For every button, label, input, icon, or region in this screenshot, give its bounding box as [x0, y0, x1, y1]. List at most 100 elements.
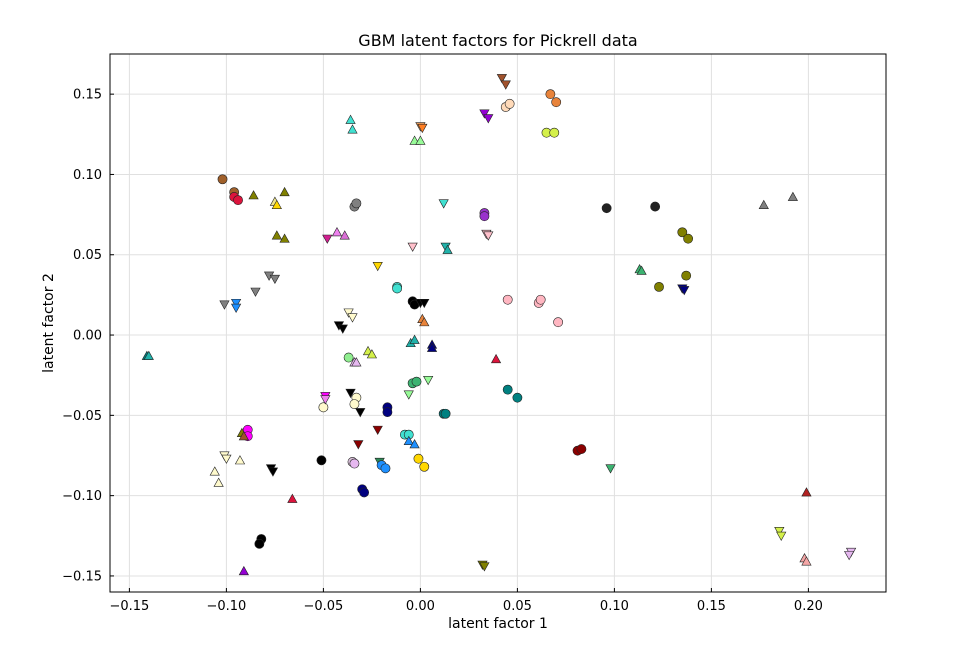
- data-point-triangle-down: [483, 114, 494, 124]
- data-point-circle: [382, 407, 393, 418]
- data-point-triangle-up: [409, 334, 420, 344]
- data-point-triangle-up: [636, 265, 647, 275]
- data-point-circle: [440, 408, 451, 419]
- data-point-triangle-up: [345, 114, 356, 124]
- x-tick-label: 0.20: [794, 599, 823, 614]
- data-point-circle: [349, 399, 360, 410]
- axis-ticks: −0.15 −0.10 −0.05 0.00 0.05 0.10 0.15 0.20 −0.15…: [62, 88, 823, 614]
- y-tick-label: −0.15: [62, 569, 102, 584]
- data-point-triangle-down: [679, 286, 690, 296]
- data-point-triangle-down: [500, 80, 511, 90]
- data-point-triangle-down: [423, 376, 434, 386]
- data-point-triangle-up: [279, 186, 290, 197]
- data-point-triangle-down: [776, 531, 787, 542]
- data-point-circle: [479, 211, 490, 222]
- data-point-triangle-up: [442, 244, 453, 254]
- y-tick-label: −0.05: [62, 409, 102, 424]
- data-point-triangle-up: [490, 353, 502, 364]
- data-point-triangle-up: [426, 342, 438, 352]
- data-point-circle: [502, 294, 513, 305]
- data-point-circle: [553, 317, 564, 328]
- data-point-triangle-down: [605, 464, 616, 474]
- data-point-triangle-up: [287, 493, 298, 503]
- data-point-triangle-down: [347, 313, 358, 323]
- data-point-triangle-down: [372, 262, 383, 272]
- data-point-triangle-up: [271, 230, 282, 240]
- data-point-triangle-down: [496, 74, 507, 84]
- data-point-triangle-down: [230, 298, 242, 309]
- data-point-circle: [535, 294, 546, 305]
- data-point-triangle-up: [419, 316, 430, 327]
- data-point-triangle-up: [366, 349, 378, 359]
- data-point-triangle-down: [343, 308, 354, 318]
- data-point-triangle-down: [320, 395, 331, 405]
- data-point-triangle-down: [774, 526, 785, 537]
- data-point-triangle-down: [337, 324, 348, 334]
- data-point-circle: [413, 453, 424, 464]
- y-tick-label: 0.05: [73, 248, 102, 263]
- x-tick-label: 0.05: [503, 599, 532, 614]
- data-point-triangle-up: [209, 466, 220, 476]
- data-point-triangle-up: [758, 199, 769, 209]
- data-point-triangle-up: [213, 477, 224, 487]
- data-point-triangle-up: [331, 227, 343, 237]
- data-point-triangle-up: [238, 565, 249, 576]
- data-point-triangle-down: [269, 274, 281, 285]
- grid: [110, 54, 886, 592]
- data-point-triangle-down: [438, 199, 449, 209]
- data-point-circle: [549, 127, 560, 138]
- y-axis-label: latent factor 2: [41, 273, 57, 373]
- data-point-circle: [380, 463, 391, 474]
- data-point-triangle-up: [339, 230, 350, 240]
- data-point-circle: [359, 487, 370, 498]
- data-point-circle: [316, 455, 327, 466]
- data-point-triangle-down: [322, 234, 333, 244]
- data-point-triangle-up: [238, 431, 249, 441]
- data-point-triangle-up: [787, 191, 798, 201]
- data-point-circle: [233, 195, 243, 206]
- data-point-triangle-up: [234, 455, 246, 465]
- x-axis-label: latent factor 1: [448, 616, 548, 632]
- data-point-triangle-up: [271, 199, 282, 209]
- data-point-circle: [545, 89, 556, 100]
- data-point-triangle-down: [219, 300, 230, 310]
- data-point-circle: [318, 402, 329, 413]
- data-point-circle: [392, 283, 403, 294]
- data-point-circle: [601, 203, 612, 214]
- x-tick-label: −0.05: [303, 599, 343, 614]
- data-point-circle: [551, 97, 562, 108]
- plot-frame: [109, 53, 887, 593]
- y-tick-label: 0.10: [73, 168, 102, 183]
- data-point-triangle-up: [409, 439, 420, 449]
- data-point-circle: [512, 392, 523, 403]
- data-point-triangle-down: [353, 440, 364, 450]
- data-point-circle: [502, 384, 513, 395]
- data-point-triangle-down: [403, 390, 414, 400]
- data-point-triangle-up: [801, 487, 812, 497]
- data-point-circle: [504, 98, 515, 109]
- data-point-circle: [677, 227, 688, 238]
- data-point-circle: [343, 352, 354, 363]
- data-point-triangle-down: [345, 388, 356, 399]
- x-tick-label: 0.15: [697, 599, 726, 614]
- data-point-triangle-up: [801, 556, 812, 566]
- data-point-circle: [681, 270, 692, 281]
- data-point-triangle-down: [479, 109, 490, 119]
- data-point-triangle-down: [355, 408, 366, 418]
- data-point-triangle-down: [372, 425, 383, 436]
- data-point-circle: [576, 444, 587, 454]
- y-tick-label: 0.00: [73, 329, 102, 344]
- data-point-triangle-up: [248, 190, 259, 200]
- data-point-circle: [217, 174, 228, 185]
- x-tick-label: 0.10: [600, 599, 629, 614]
- data-point-circle: [654, 281, 664, 292]
- data-point-circle: [351, 198, 362, 209]
- data-point-triangle-up: [351, 357, 362, 367]
- data-point-triangle-down: [407, 242, 418, 252]
- data-point-triangle-up: [347, 124, 358, 134]
- data-point-triangle-up: [279, 233, 290, 243]
- data-point-triangle-up: [403, 435, 414, 446]
- data-point-circle: [349, 458, 360, 469]
- data-point-triangle-down: [417, 123, 428, 134]
